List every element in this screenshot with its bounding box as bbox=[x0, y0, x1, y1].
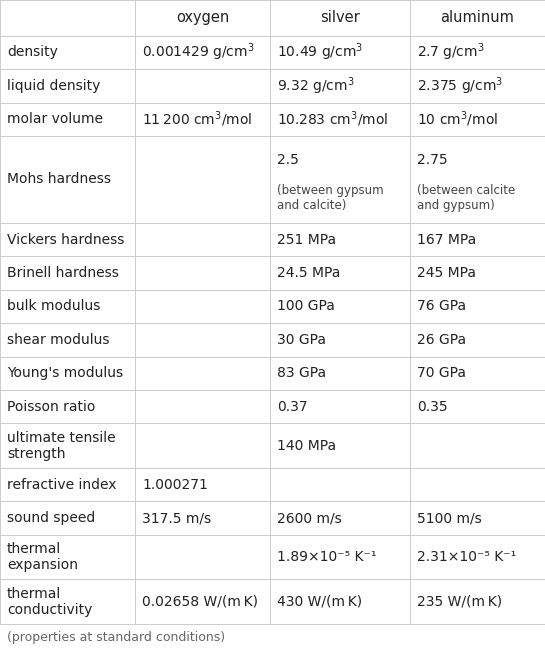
Text: bulk modulus: bulk modulus bbox=[7, 299, 100, 313]
Text: 24.5 MPa: 24.5 MPa bbox=[277, 266, 341, 280]
Text: Vickers hardness: Vickers hardness bbox=[7, 232, 124, 247]
Text: 5100 m/s: 5100 m/s bbox=[417, 511, 482, 525]
Text: 2.375 g/cm$^{3}$: 2.375 g/cm$^{3}$ bbox=[417, 75, 503, 97]
Text: thermal
expansion: thermal expansion bbox=[7, 542, 78, 572]
Text: 10.283 cm$^{3}$/mol: 10.283 cm$^{3}$/mol bbox=[277, 110, 389, 129]
Text: liquid density: liquid density bbox=[7, 79, 100, 93]
Text: 1.89×10⁻⁵ K⁻¹: 1.89×10⁻⁵ K⁻¹ bbox=[277, 550, 377, 564]
Text: Young's modulus: Young's modulus bbox=[7, 366, 123, 380]
Text: 0.37: 0.37 bbox=[277, 400, 307, 413]
Text: ultimate tensile
strength: ultimate tensile strength bbox=[7, 431, 116, 461]
Text: 2.5: 2.5 bbox=[277, 153, 299, 167]
Text: shear modulus: shear modulus bbox=[7, 333, 110, 347]
Text: sound speed: sound speed bbox=[7, 511, 95, 525]
Text: molar volume: molar volume bbox=[7, 112, 103, 126]
Text: thermal
conductivity: thermal conductivity bbox=[7, 587, 92, 617]
Text: 26 GPa: 26 GPa bbox=[417, 333, 466, 347]
Text: 0.35: 0.35 bbox=[417, 400, 447, 413]
Text: 30 GPa: 30 GPa bbox=[277, 333, 326, 347]
Text: 76 GPa: 76 GPa bbox=[417, 299, 466, 313]
Text: 9.32 g/cm$^{3}$: 9.32 g/cm$^{3}$ bbox=[277, 75, 354, 97]
Text: 70 GPa: 70 GPa bbox=[417, 366, 466, 380]
Text: 10 cm$^{3}$/mol: 10 cm$^{3}$/mol bbox=[417, 110, 498, 129]
Text: refractive index: refractive index bbox=[7, 478, 117, 492]
Text: 11 200 cm$^{3}$/mol: 11 200 cm$^{3}$/mol bbox=[142, 110, 252, 129]
Text: 1.000271: 1.000271 bbox=[142, 478, 208, 492]
Text: Brinell hardness: Brinell hardness bbox=[7, 266, 119, 280]
Text: 2.31×10⁻⁵ K⁻¹: 2.31×10⁻⁵ K⁻¹ bbox=[417, 550, 516, 564]
Text: silver: silver bbox=[320, 10, 360, 25]
Text: 100 GPa: 100 GPa bbox=[277, 299, 335, 313]
Text: 10.49 g/cm$^{3}$: 10.49 g/cm$^{3}$ bbox=[277, 42, 364, 63]
Text: 251 MPa: 251 MPa bbox=[277, 232, 336, 247]
Text: Poisson ratio: Poisson ratio bbox=[7, 400, 95, 413]
Text: 0.001429 g/cm$^{3}$: 0.001429 g/cm$^{3}$ bbox=[142, 42, 255, 63]
Text: 167 MPa: 167 MPa bbox=[417, 232, 476, 247]
Text: aluminum: aluminum bbox=[440, 10, 514, 25]
Text: 2.75: 2.75 bbox=[417, 153, 447, 167]
Text: 317.5 m/s: 317.5 m/s bbox=[142, 511, 211, 525]
Text: 245 MPa: 245 MPa bbox=[417, 266, 476, 280]
Text: (between gypsum
and calcite): (between gypsum and calcite) bbox=[277, 184, 384, 212]
Text: 140 MPa: 140 MPa bbox=[277, 439, 336, 453]
Text: density: density bbox=[7, 45, 58, 59]
Text: (properties at standard conditions): (properties at standard conditions) bbox=[7, 630, 225, 644]
Text: oxygen: oxygen bbox=[176, 10, 229, 25]
Text: 2600 m/s: 2600 m/s bbox=[277, 511, 342, 525]
Text: 2.7 g/cm$^{3}$: 2.7 g/cm$^{3}$ bbox=[417, 42, 485, 63]
Text: (between calcite
and gypsum): (between calcite and gypsum) bbox=[417, 184, 515, 212]
Text: Mohs hardness: Mohs hardness bbox=[7, 173, 111, 186]
Text: 83 GPa: 83 GPa bbox=[277, 366, 326, 380]
Text: 235 W/(m K): 235 W/(m K) bbox=[417, 594, 502, 609]
Text: 0.02658 W/(m K): 0.02658 W/(m K) bbox=[142, 594, 258, 609]
Text: 430 W/(m K): 430 W/(m K) bbox=[277, 594, 362, 609]
